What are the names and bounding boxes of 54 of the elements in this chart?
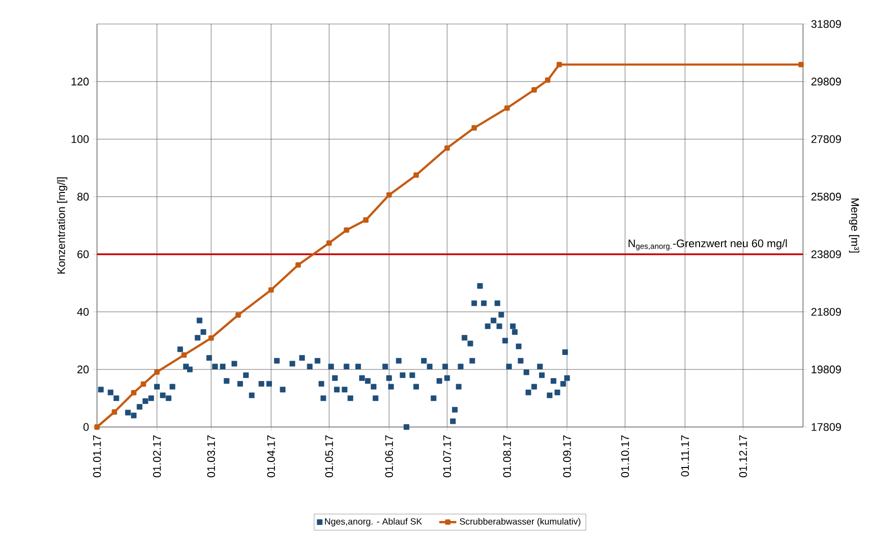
x-tick-label: 01.03.17 — [207, 435, 216, 478]
point — [544, 77, 550, 83]
y-tick-label: 20 — [77, 366, 89, 374]
y2-tick-label: 27809 — [811, 135, 841, 144]
y-tick-label: 60 — [77, 250, 89, 258]
point — [112, 409, 118, 415]
point — [208, 335, 214, 341]
y2-tick-label: 25809 — [811, 192, 841, 201]
point — [504, 105, 510, 111]
y2-tick-label: 23809 — [811, 250, 841, 258]
point — [444, 145, 450, 151]
point — [556, 62, 562, 68]
legend-label: Scrubberabwasser (kumulativ) — [460, 518, 580, 526]
point — [181, 352, 187, 358]
x-tick-label: 01.07.17 — [443, 435, 451, 478]
x-tick-label: 01.04.17 — [267, 435, 275, 478]
point — [471, 125, 477, 131]
y-tick-label: 100 — [72, 135, 89, 144]
ref-line-label: N$_{ges,anorg.}$-Grenzwert neu 60 mg/l — [628, 239, 787, 250]
legend-label: Nges,anorg. - Ablauf SK — [325, 518, 422, 526]
y2-tick-label: 29809 — [811, 78, 841, 86]
x-tick-label: 01.09.17 — [563, 435, 571, 478]
x-tick-label: 01.02.17 — [153, 435, 161, 478]
y2-axis-title: Menge [m³] — [849, 198, 860, 253]
point — [386, 192, 392, 198]
point — [413, 172, 419, 178]
point — [140, 381, 146, 387]
x-tick-label: 01.05.17 — [325, 435, 334, 478]
y-axis-title: Konzentration [mg/l] — [57, 177, 68, 274]
point — [94, 424, 100, 430]
x-tick-label: 01.08.17 — [503, 435, 511, 478]
point — [531, 87, 537, 93]
y-tick-label: 120 — [72, 78, 89, 86]
point — [344, 227, 350, 233]
point — [295, 262, 301, 268]
y-tick-label: 0 — [83, 423, 89, 431]
y-tick-label: 80 — [77, 192, 89, 201]
x-tick-label: 01.12.17 — [739, 435, 747, 478]
x-tick-label: 01.06.17 — [385, 435, 393, 478]
y2-tick-label: 17809 — [812, 423, 841, 431]
point — [236, 312, 241, 318]
y2-tick-label: 19809 — [812, 366, 841, 374]
point — [798, 62, 804, 68]
point — [131, 390, 136, 396]
point — [363, 217, 369, 223]
y2-tick-label: 21809 — [811, 308, 841, 316]
x-tick-label: 01.11.17 — [681, 435, 689, 476]
point — [154, 369, 160, 375]
point — [326, 240, 332, 246]
y-tick-label: 40 — [77, 308, 89, 316]
x-tick-label: 01.10.17 — [621, 435, 629, 478]
y2-tick-label: 31809 — [811, 20, 841, 28]
x-tick-label: 01.01.17 — [93, 435, 101, 478]
point — [268, 287, 274, 293]
